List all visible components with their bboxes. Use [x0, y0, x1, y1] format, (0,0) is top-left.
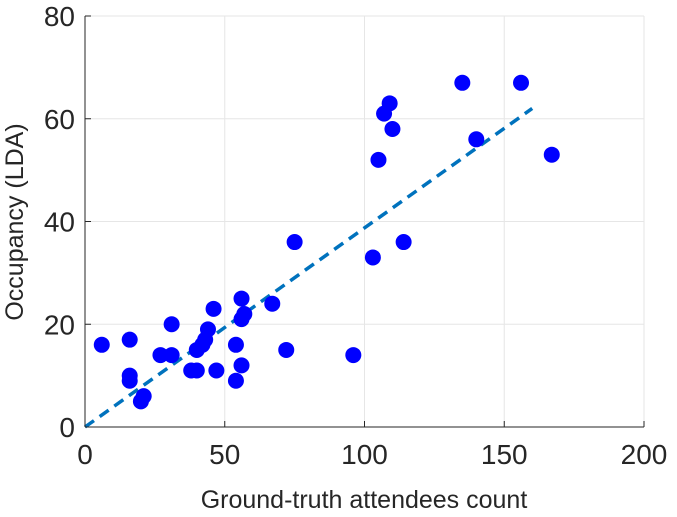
data-point — [345, 347, 362, 364]
x-tick-label: 200 — [621, 439, 668, 470]
data-point — [227, 336, 244, 353]
fit-line — [83, 107, 534, 429]
y-tick-label: 20 — [44, 309, 75, 340]
x-axis-label: Ground-truth attendees count — [201, 486, 528, 514]
data-point — [233, 290, 250, 307]
data-point — [93, 336, 110, 353]
data-point — [163, 316, 180, 333]
data-point — [135, 388, 152, 405]
data-point — [468, 131, 485, 148]
data-point — [364, 249, 381, 266]
axes — [84, 15, 645, 428]
data-point — [454, 74, 471, 91]
y-tick-label: 40 — [44, 207, 75, 238]
data-point — [163, 347, 180, 364]
y-tick-label: 60 — [44, 104, 75, 135]
x-tick-label: 100 — [341, 439, 388, 470]
data-point — [384, 121, 401, 138]
grid-lines — [84, 15, 645, 428]
data-point — [121, 331, 138, 348]
data-point — [513, 74, 530, 91]
data-point — [370, 151, 387, 168]
data-point — [286, 234, 303, 251]
data-point — [121, 372, 138, 389]
y-tick-label: 0 — [59, 412, 75, 443]
x-tick-label: 0 — [77, 439, 93, 470]
data-point — [208, 362, 225, 379]
x-tick-label: 150 — [481, 439, 528, 470]
data-point — [264, 295, 281, 312]
data-point — [188, 362, 205, 379]
y-axis-label: Occupancy (LDA) — [1, 123, 29, 320]
x-tick-label: 50 — [209, 439, 240, 470]
data-point — [395, 234, 412, 251]
data-point — [152, 347, 169, 364]
y-tick-label: 80 — [44, 1, 75, 32]
data-points — [93, 74, 560, 410]
data-point — [233, 357, 250, 374]
tick-labels: 0 50 100 150 200 0 20 40 60 80 — [44, 1, 668, 470]
data-point — [236, 305, 253, 322]
data-point — [278, 341, 295, 358]
data-point — [543, 146, 560, 163]
data-point — [205, 300, 222, 317]
data-point — [381, 95, 398, 112]
data-point — [199, 321, 216, 338]
data-point — [227, 372, 244, 389]
fit-line-layer — [83, 107, 534, 429]
